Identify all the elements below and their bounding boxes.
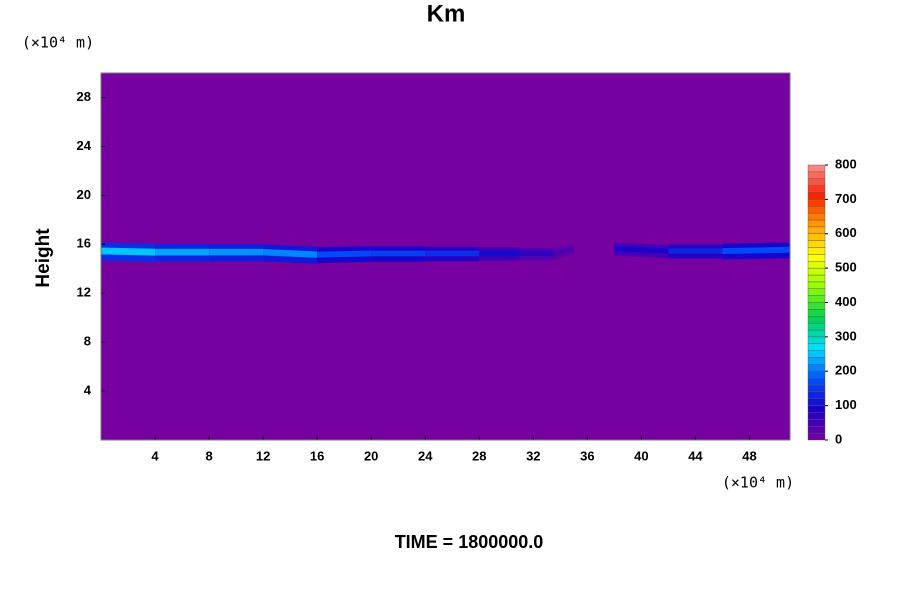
colorbar-cell <box>807 412 826 420</box>
colorbar-cell <box>807 350 826 358</box>
band-core <box>553 246 574 256</box>
band-core <box>519 251 554 256</box>
colorbar-tick-label: 800 <box>835 156 857 171</box>
y-tick-label: 20 <box>77 187 91 202</box>
colorbar-cell <box>807 219 826 228</box>
colorbar-tick-label: 100 <box>835 397 857 412</box>
colorbar-tick-label: 600 <box>835 225 857 240</box>
colorbar-cell <box>807 371 826 379</box>
chart-title: Km <box>427 0 466 27</box>
band-core <box>722 246 790 254</box>
colorbar-cell <box>807 391 826 399</box>
colorbar-cell <box>807 377 826 386</box>
band-core <box>155 248 210 256</box>
plot-frame <box>100 72 791 441</box>
x-tick-label: 24 <box>418 448 433 463</box>
colorbar-cell <box>807 171 826 179</box>
x-tick-label: 28 <box>472 448 486 463</box>
colorbar-cell <box>807 240 826 248</box>
band-core <box>668 248 723 254</box>
colorbar-cell <box>807 309 826 317</box>
y-tick-label: 8 <box>84 334 91 349</box>
colorbar-cell <box>807 364 826 372</box>
x-tick-label: 8 <box>205 448 212 463</box>
y-tick-label: 16 <box>77 236 91 251</box>
colorbar-cell <box>807 164 826 173</box>
colorbar-cell <box>807 192 826 200</box>
x-tick-label: 12 <box>256 448 270 463</box>
footer: TIME = 1800000.0 <box>395 532 544 552</box>
colorbar-cell <box>807 288 826 296</box>
colorbar-cell <box>807 405 826 413</box>
colorbar-cell <box>807 302 826 310</box>
colorbar-cell <box>807 267 826 276</box>
colorbar-cell <box>807 329 826 338</box>
x-tick-label: 40 <box>634 448 648 463</box>
x-unit-label: (×10⁴ m) <box>722 474 794 492</box>
colorbar-tick-label: 700 <box>835 191 857 206</box>
colorbar-tick-label: 500 <box>835 260 857 275</box>
colorbar-cell <box>807 261 826 269</box>
colorbar-cell <box>807 384 826 393</box>
band-core <box>263 249 318 258</box>
colorbar-cell <box>807 274 826 283</box>
colorbar-cell <box>807 432 826 441</box>
colorbar-cell <box>807 206 826 214</box>
x-tick-label: 4 <box>151 448 159 463</box>
y-axis-label: Height <box>33 228 54 288</box>
colorbar-cell <box>807 357 826 365</box>
band-core <box>479 251 520 257</box>
colorbar-cell <box>807 178 826 186</box>
colorbar-tick-label: 400 <box>835 294 857 309</box>
colorbar-tick-label: 300 <box>835 328 857 343</box>
y-tick-label: 24 <box>77 138 92 153</box>
band-core <box>614 246 669 254</box>
x-tick-label: 44 <box>688 448 703 463</box>
y-tick-label: 12 <box>77 285 91 300</box>
colorbar-cell <box>807 426 826 434</box>
colorbar-cell <box>807 322 826 331</box>
colorbar-cell <box>807 281 826 289</box>
x-tick-label: 20 <box>364 448 378 463</box>
colorbar-cell <box>807 226 826 234</box>
colorbar-tick-label: 200 <box>835 363 857 378</box>
colorbar-cell <box>807 254 826 262</box>
colorbar-cell <box>807 212 826 221</box>
colorbar-cell <box>807 199 826 207</box>
colorbar-cell <box>807 295 826 303</box>
band-core <box>371 250 426 257</box>
y-tick-label: 4 <box>84 383 92 398</box>
x-tick-label: 48 <box>742 448 756 463</box>
y-unit-label: (×10⁴ m) <box>22 34 94 52</box>
band-core <box>425 250 480 257</box>
band-core <box>317 250 372 258</box>
colorbar-cell <box>807 336 826 344</box>
x-tick-label: 36 <box>580 448 594 463</box>
colorbar-cell <box>807 398 826 406</box>
colorbar-cell <box>807 185 826 193</box>
x-tick-label: 16 <box>310 448 324 463</box>
colorbar-tick-label: 0 <box>835 431 842 446</box>
colorbar-cell <box>807 233 826 241</box>
band-core <box>101 247 156 256</box>
y-tick-label: 28 <box>77 89 91 104</box>
x-tick-label: 32 <box>526 448 540 463</box>
band-core <box>209 248 264 256</box>
colorbar-cell <box>807 419 826 427</box>
colorbar-cell <box>807 316 826 324</box>
colorbar-cell <box>807 343 826 351</box>
colorbar-cell <box>807 247 826 255</box>
